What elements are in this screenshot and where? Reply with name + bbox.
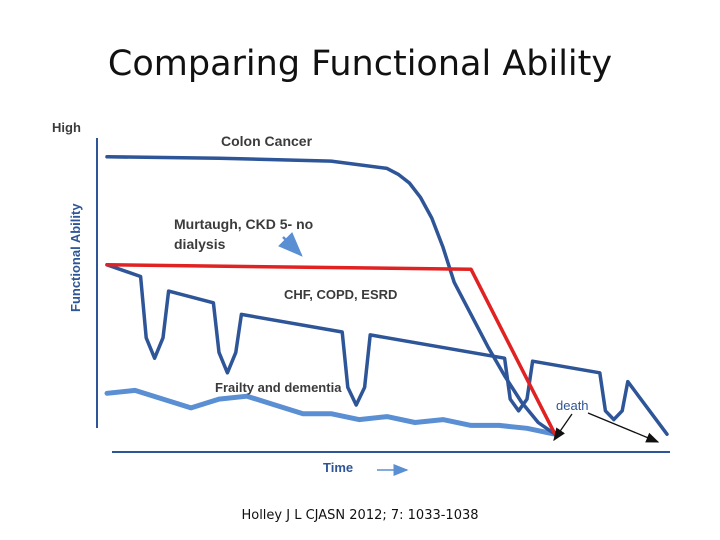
x-axis-label: Time [323,460,353,475]
series-frailty-dementia [104,387,558,437]
label-chf-copd-esrd: CHF, COPD, ESRD [284,287,397,302]
death-label: death [556,398,589,413]
death-arrow-left [553,413,573,442]
slide-title: Comparing Functional Ability [107,44,613,84]
label-frailty-dementia: Frailty and dementia [215,380,342,395]
label-murtaugh-line2: dialysis [174,236,226,252]
series-chf-copd-esrd [105,263,669,436]
series-colon-cancer [105,155,557,436]
y-tick-label-high: High [52,120,81,135]
death-arrow-right [587,412,660,443]
label-murtaugh-line1: Murtaugh, CKD 5- no [174,216,313,232]
citation: Holley J L CJASN 2012; 7: 1033-1038 [241,508,479,523]
label-colon-cancer: Colon Cancer [221,133,313,149]
y-axis-label: Functional Ability [68,203,83,312]
murtaugh-pointer-arrow [278,232,303,257]
series-murtaugh [105,263,557,436]
